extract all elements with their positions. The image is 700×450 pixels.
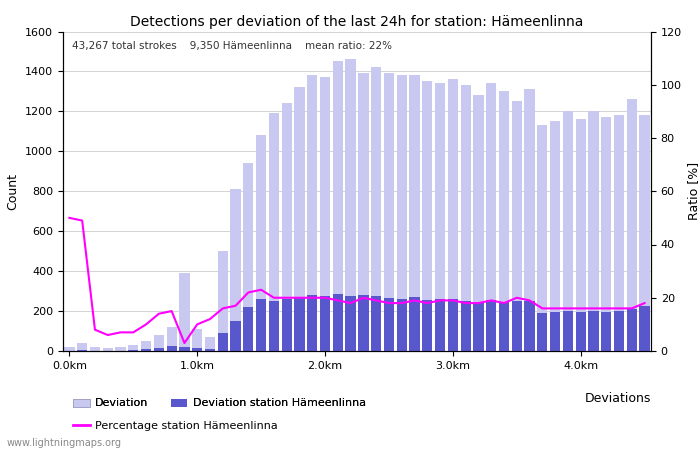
Bar: [461, 86, 471, 351]
Bar: [640, 115, 650, 351]
Bar: [537, 126, 547, 351]
Bar: [332, 62, 343, 351]
Bar: [589, 112, 598, 351]
Bar: [77, 350, 88, 351]
Bar: [384, 73, 394, 351]
Bar: [601, 312, 611, 351]
Bar: [422, 300, 433, 351]
Bar: [575, 119, 586, 351]
Bar: [550, 312, 560, 351]
Bar: [230, 321, 241, 351]
Bar: [281, 104, 292, 351]
Bar: [128, 350, 139, 351]
Bar: [269, 301, 279, 351]
Bar: [192, 329, 202, 351]
Bar: [512, 301, 522, 351]
Bar: [103, 348, 113, 351]
Bar: [371, 296, 382, 351]
Bar: [346, 59, 356, 351]
Bar: [320, 77, 330, 351]
Bar: [269, 113, 279, 351]
Bar: [295, 87, 304, 351]
Bar: [601, 117, 611, 351]
Bar: [243, 163, 253, 351]
Bar: [550, 122, 560, 351]
Bar: [575, 312, 586, 351]
Bar: [640, 306, 650, 351]
Bar: [422, 81, 433, 351]
Legend: Percentage station Hämeenlinna: Percentage station Hämeenlinna: [69, 417, 282, 436]
Bar: [614, 115, 624, 351]
Bar: [256, 135, 266, 351]
Bar: [384, 298, 394, 351]
Bar: [154, 348, 164, 351]
Bar: [218, 333, 228, 351]
Bar: [614, 311, 624, 351]
Bar: [512, 101, 522, 351]
Bar: [141, 349, 151, 351]
Bar: [626, 309, 637, 351]
Bar: [537, 313, 547, 351]
Bar: [90, 347, 100, 351]
Bar: [448, 299, 458, 351]
Bar: [563, 112, 573, 351]
Y-axis label: Ratio [%]: Ratio [%]: [687, 162, 700, 220]
Bar: [167, 346, 177, 351]
Bar: [397, 299, 407, 351]
Bar: [397, 76, 407, 351]
Y-axis label: Count: Count: [6, 173, 20, 210]
Bar: [128, 345, 139, 351]
Bar: [589, 311, 598, 351]
Text: Deviations: Deviations: [584, 392, 651, 405]
Bar: [77, 343, 88, 351]
Bar: [154, 335, 164, 351]
Bar: [486, 83, 496, 351]
Bar: [626, 99, 637, 351]
Bar: [499, 302, 509, 351]
Bar: [281, 299, 292, 351]
Bar: [563, 311, 573, 351]
Bar: [473, 95, 484, 351]
Bar: [141, 341, 151, 351]
Legend: Deviation, Deviation station Hämeenlinna: Deviation, Deviation station Hämeenlinna: [69, 394, 370, 413]
Bar: [243, 307, 253, 351]
Bar: [205, 349, 215, 351]
Bar: [295, 297, 304, 351]
Bar: [64, 347, 74, 351]
Bar: [371, 68, 382, 351]
Bar: [218, 251, 228, 351]
Bar: [307, 295, 317, 351]
Bar: [167, 327, 177, 351]
Bar: [179, 347, 190, 351]
Bar: [410, 297, 419, 351]
Text: www.lightningmaps.org: www.lightningmaps.org: [7, 438, 122, 448]
Bar: [256, 299, 266, 351]
Bar: [435, 83, 445, 351]
Bar: [435, 299, 445, 351]
Bar: [346, 296, 356, 351]
Bar: [320, 296, 330, 351]
Bar: [192, 348, 202, 351]
Bar: [499, 91, 509, 351]
Bar: [230, 189, 241, 351]
Bar: [524, 301, 535, 351]
Bar: [524, 90, 535, 351]
Bar: [486, 300, 496, 351]
Bar: [332, 294, 343, 351]
Bar: [461, 301, 471, 351]
Bar: [473, 303, 484, 351]
Bar: [448, 79, 458, 351]
Bar: [116, 347, 125, 351]
Bar: [205, 337, 215, 351]
Bar: [358, 295, 368, 351]
Bar: [179, 273, 190, 351]
Bar: [307, 76, 317, 351]
Text: 43,267 total strokes    9,350 Hämeenlinna    mean ratio: 22%: 43,267 total strokes 9,350 Hämeenlinna m…: [72, 41, 392, 51]
Title: Detections per deviation of the last 24h for station: Hämeenlinna: Detections per deviation of the last 24h…: [130, 15, 584, 29]
Bar: [358, 73, 368, 351]
Bar: [410, 76, 419, 351]
